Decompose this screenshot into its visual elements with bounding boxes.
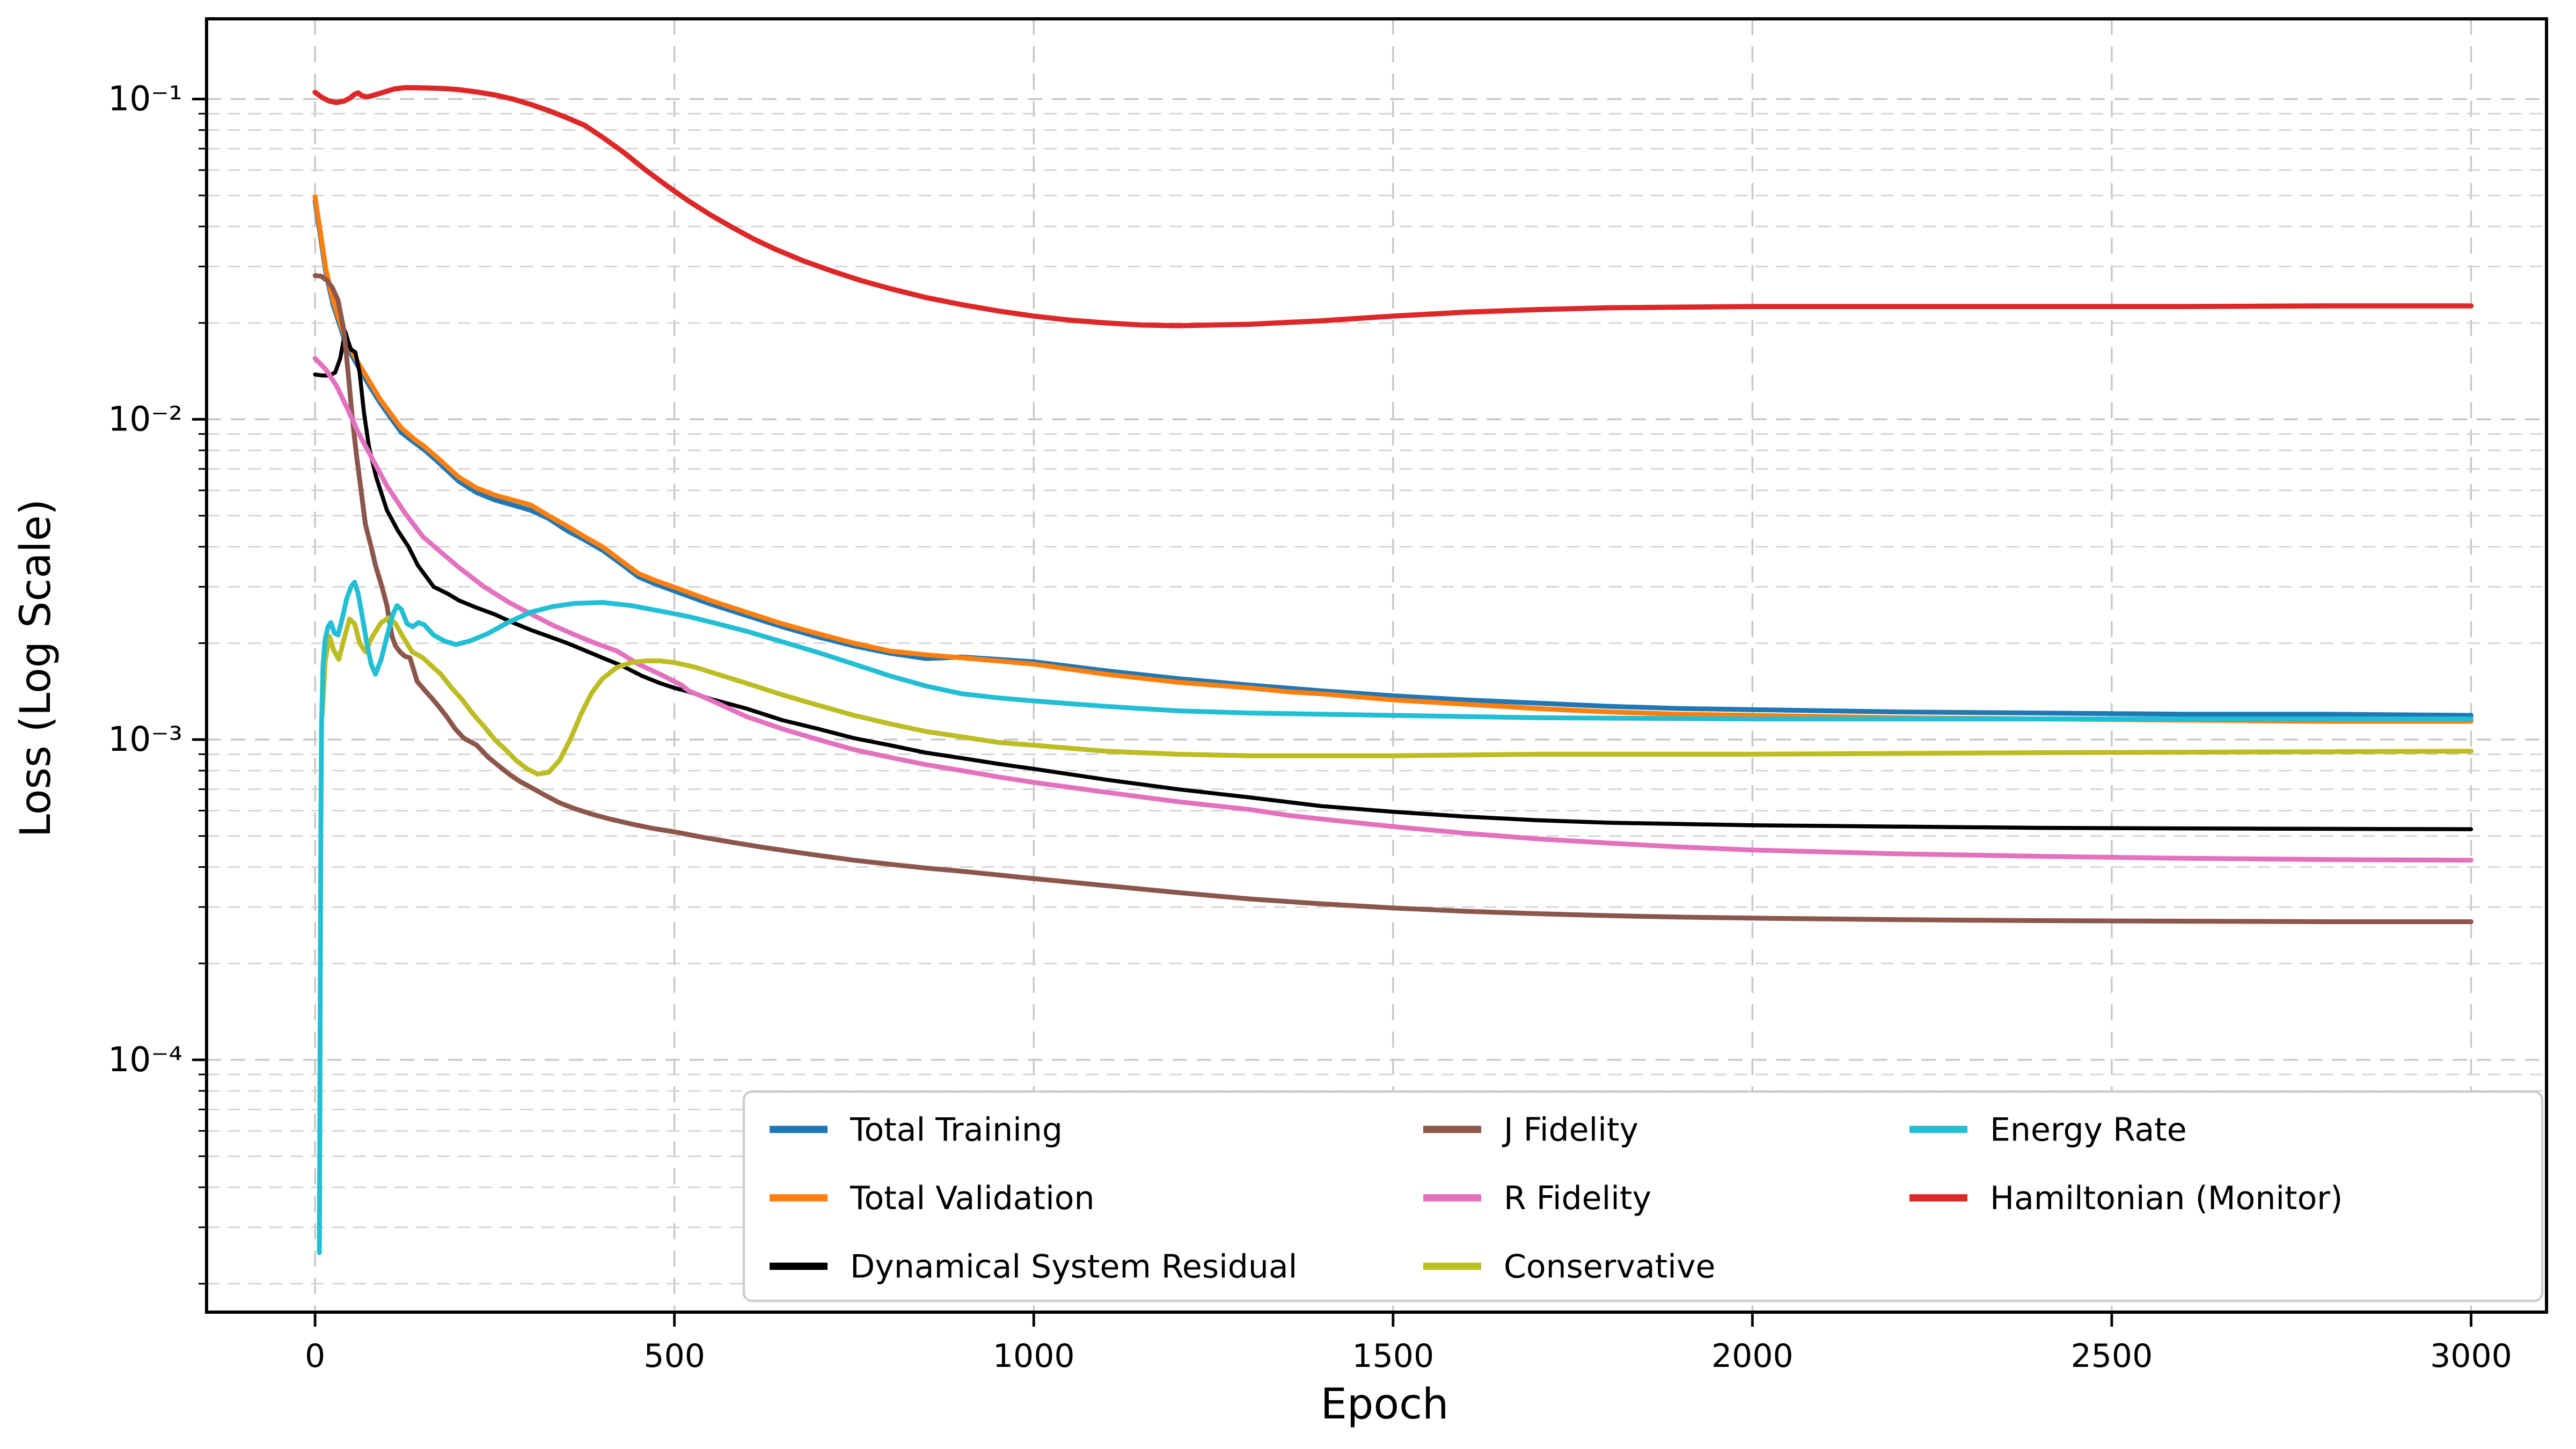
legend-label: R Fidelity	[1504, 1180, 1651, 1217]
legend-label: Total Validation	[850, 1180, 1094, 1217]
legend-entry-dynamical-system-residual: Dynamical System Residual	[770, 1248, 1297, 1286]
legend-label: Energy Rate	[1990, 1111, 2187, 1149]
legend-entry-r-fidelity: R Fidelity	[1423, 1180, 1651, 1217]
legend-entry-hamiltonian-monitor-: Hamiltonian (Monitor)	[1909, 1180, 2343, 1217]
y-axis-label: Loss (Log Scale)	[13, 499, 61, 838]
x-tick-label: 1000	[993, 1337, 1075, 1375]
y-tick-label: 10⁻³	[108, 720, 182, 759]
series-r-fidelity	[312, 356, 2473, 863]
legend-frame	[742, 1090, 2544, 1302]
legend-label: Dynamical System Residual	[850, 1248, 1297, 1286]
x-tick-label: 1500	[1352, 1337, 1434, 1375]
series	[312, 85, 2474, 1255]
legend-entry-total-training: Total Training	[770, 1111, 1063, 1149]
legend-label: Conservative	[1504, 1248, 1715, 1286]
legend-entry-energy-rate: Energy Rate	[1909, 1111, 2187, 1149]
x-tick-label: 2000	[1711, 1337, 1794, 1375]
series-energy-rate	[317, 580, 2473, 1255]
legend-entry-j-fidelity: J Fidelity	[1423, 1111, 1638, 1149]
series-conservative	[320, 615, 2473, 777]
legend-entry-total-validation: Total Validation	[770, 1180, 1094, 1217]
x-tick-label: 3000	[2430, 1337, 2512, 1375]
series-total-training	[312, 199, 2473, 718]
x-tick-label: 500	[643, 1337, 705, 1375]
y-tick-label: 10⁻²	[108, 399, 182, 438]
axis-ticks: 0 500 1000 1500 2000 2500 3000 10⁻¹ 10⁻² 10⁻³ 10⁻⁴	[108, 79, 2512, 1375]
legend: Total Training Total Validation Dynamical …	[742, 1090, 2544, 1302]
legend-entry-conservative: Conservative	[1423, 1248, 1715, 1286]
series-hamiltonian-monitor-	[312, 85, 2474, 328]
y-tick-label: 10⁻⁴	[108, 1040, 182, 1079]
x-axis-label: Epoch	[1320, 1381, 1449, 1430]
legend-label: Total Training	[850, 1111, 1063, 1149]
x-tick-label: 0	[305, 1337, 325, 1375]
plot-frame	[204, 17, 2549, 1314]
legend-label: Hamiltonian (Monitor)	[1990, 1180, 2343, 1217]
legend-label: J Fidelity	[1502, 1111, 1638, 1149]
series-total-validation	[312, 194, 2473, 724]
series-j-fidelity	[312, 273, 2473, 924]
y-tick-label: 10⁻¹	[108, 79, 182, 119]
x-tick-label: 2500	[2071, 1337, 2153, 1375]
